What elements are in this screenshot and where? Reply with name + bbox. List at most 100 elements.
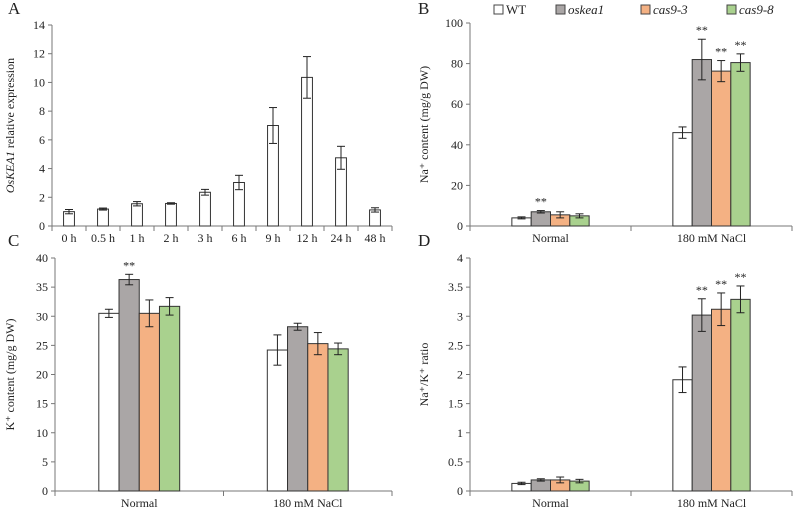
panel-label: C [8, 231, 19, 250]
y-tick-label: 80 [451, 57, 463, 71]
x-tick-label: Normal [121, 496, 158, 510]
x-tick-label: Normal [532, 496, 569, 510]
bar [301, 76, 313, 227]
y-tick-label: 0 [42, 484, 48, 498]
bar [165, 202, 177, 227]
x-tick-label: 0 h [62, 231, 77, 245]
x-tick-label: 9 h [266, 231, 281, 245]
x-tick-label: 1 h [130, 231, 145, 245]
significance-label: ** [696, 283, 708, 297]
y-axis-label: Na⁺ content (mg/g DW) [417, 66, 431, 183]
y-tick-label: 60 [451, 97, 463, 111]
panel-b: B 0 20 40 60 80 100 Na⁺ content (mg/g DW) Normal… [417, 0, 793, 245]
bar [118, 279, 140, 492]
bar [199, 191, 211, 227]
legend-swatch [640, 4, 651, 15]
x-tick-label: 48 h [365, 231, 386, 245]
legend-swatch [555, 4, 566, 15]
y-axis-label-italic: OsKEA1 [3, 151, 17, 193]
y-tick-label: 20 [451, 178, 463, 192]
bar [287, 326, 309, 492]
legend-entry: cas9-8 [739, 2, 774, 17]
y-tick-label: 40 [36, 251, 48, 265]
significance-label: ** [715, 45, 727, 59]
bar [327, 348, 349, 492]
panel-label: D [418, 231, 430, 250]
y-tick-label: 2 [39, 190, 45, 204]
y-tick-label: 1 [457, 426, 463, 440]
y-tick-label: 20 [36, 368, 48, 382]
bar [98, 312, 120, 492]
bar [711, 70, 732, 227]
y-tick-label: 8 [39, 104, 45, 118]
legend-swatch [493, 4, 504, 15]
significance-label: ** [734, 38, 746, 52]
bar [307, 343, 329, 492]
y-tick-label: 100 [445, 16, 463, 30]
y-tick-label: 1.5 [448, 397, 463, 411]
panel-c: C 0 5 10 15 20 25 30 35 40 K⁺ content (mg/g DW) Nor… [3, 231, 393, 510]
y-tick-label: 0 [39, 219, 45, 233]
panel-label: B [418, 0, 429, 18]
y-tick-label: 6 [39, 133, 45, 147]
bar [672, 379, 693, 492]
bar [266, 349, 289, 492]
bar [530, 211, 551, 227]
y-tick-label: 10 [36, 426, 48, 440]
x-tick-label: 180 mM NaCl [677, 231, 747, 245]
legend-swatch [726, 4, 737, 15]
y-axis-label: Na⁺/K⁺ ratio [417, 343, 431, 407]
y-tick-label: 2 [457, 368, 463, 382]
legend: WT oskea1 cas9-3 cas9-8 [493, 2, 774, 17]
legend-entry: oskea1 [568, 2, 604, 17]
y-tick-label: 40 [451, 138, 463, 152]
bar [691, 59, 712, 227]
bar [672, 132, 693, 227]
panel-label: A [8, 0, 21, 18]
x-tick-label: 2 h [164, 231, 179, 245]
y-tick-label: 30 [36, 309, 48, 323]
y-axis-label-rest: relative expression [3, 58, 17, 151]
y-tick-label: 0.5 [448, 455, 463, 469]
x-tick-label: 0.5 h [91, 231, 115, 245]
bar [730, 298, 751, 492]
y-axis-label: K⁺ content (mg/g DW) [3, 319, 17, 431]
x-tick-label: 6 h [232, 231, 247, 245]
x-tick-label: 24 h [331, 231, 352, 245]
x-tick-label: Normal [532, 231, 569, 245]
legend-entry: cas9-3 [653, 2, 688, 17]
bar [711, 308, 732, 492]
y-tick-label: 10 [33, 75, 45, 89]
panel-d: D 0 0.5 1 1.5 2 2.5 3 3.5 4 Na⁺/K⁺ ratio Normal 180 … [417, 231, 793, 510]
y-tick-label: 0 [457, 484, 463, 498]
y-tick-label: 0 [457, 219, 463, 233]
y-tick-label: 35 [36, 280, 48, 294]
x-tick-label: 180 mM NaCl [273, 496, 343, 510]
y-tick-label: 3.5 [448, 280, 463, 294]
y-axis-label: OsKEA1 relative expression [3, 58, 17, 193]
x-tick-label: 12 h [297, 231, 318, 245]
significance-label: ** [123, 258, 135, 272]
panel-a: A 0 2 4 6 8 10 12 14 OsKEA1 relative expression 0 … [3, 0, 393, 245]
significance-label: ** [715, 277, 727, 291]
bar [691, 314, 712, 492]
y-tick-label: 2.5 [448, 338, 463, 352]
significance-label: ** [696, 23, 708, 37]
significance-label: ** [535, 195, 547, 209]
bar [131, 203, 143, 227]
bar [158, 305, 181, 492]
bar [138, 312, 160, 492]
y-tick-label: 25 [36, 338, 48, 352]
y-tick-label: 15 [36, 397, 48, 411]
bar [97, 208, 109, 227]
y-tick-label: 4 [457, 251, 463, 265]
y-tick-label: 3 [457, 309, 463, 323]
legend-entry: WT [506, 2, 526, 17]
y-tick-label: 4 [39, 162, 45, 176]
bar [730, 62, 751, 227]
y-tick-label: 12 [33, 47, 45, 61]
x-tick-label: 3 h [198, 231, 213, 245]
significance-label: ** [734, 270, 746, 284]
x-tick-label: 180 mM NaCl [677, 496, 747, 510]
